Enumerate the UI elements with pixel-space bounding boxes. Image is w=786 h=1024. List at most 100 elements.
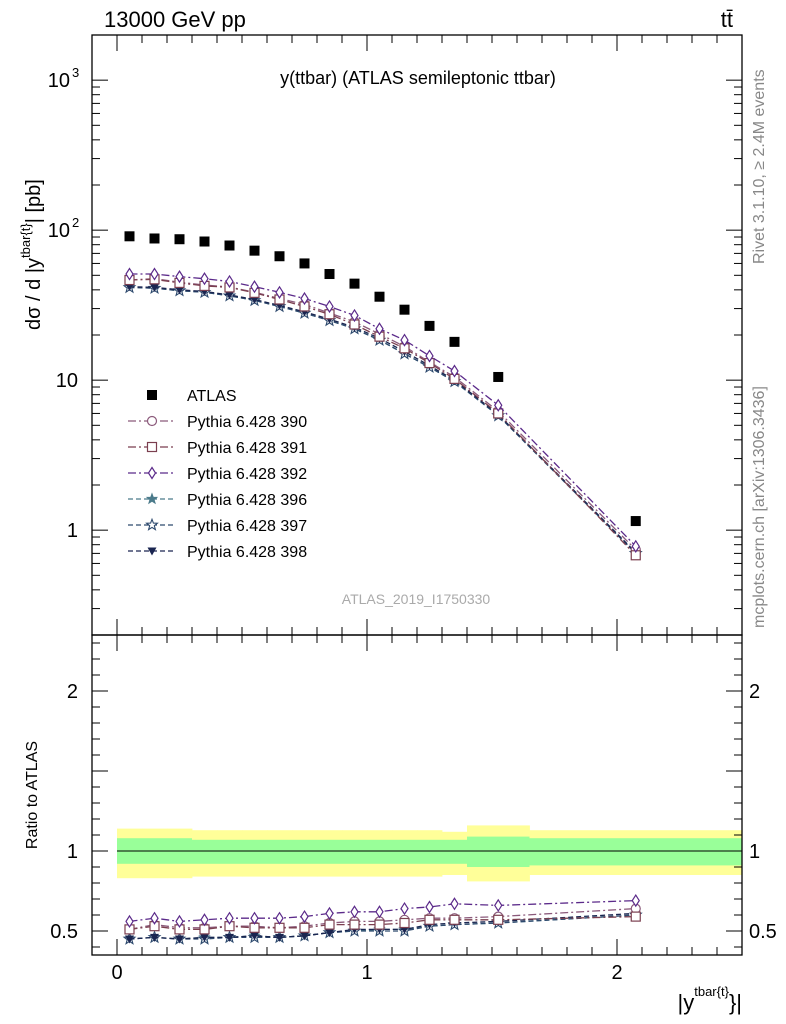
ratio-point: [374, 919, 385, 930]
ratio-line: [129, 899, 636, 923]
data-point: [225, 291, 234, 300]
band-inner: [192, 839, 218, 864]
data-point: [124, 231, 135, 242]
band-inner: [417, 839, 443, 864]
y-tick-label-exponent: 3: [72, 65, 79, 80]
legend-marker: [145, 517, 159, 531]
legend-marker: [147, 466, 157, 480]
ratio-point: [325, 929, 334, 938]
legend-marker: [147, 390, 157, 400]
ratio-line: [129, 915, 636, 931]
band-inner: [442, 839, 468, 864]
data-point: [324, 269, 335, 280]
analysis-watermark: ATLAS_2019_I1750330: [342, 591, 491, 607]
ratio-point: [250, 932, 259, 941]
band-inner: [292, 839, 318, 864]
ratio-y-tick-label: 2: [67, 681, 78, 703]
x-tick-label: 2: [611, 962, 622, 984]
legend: ATLAS Pythia 6.428 390 Pythia 6.428 391 Pyt…: [128, 388, 307, 561]
x-axis-label-tail: }|: [729, 990, 742, 1015]
data-point: [249, 245, 260, 256]
data-point: [349, 278, 360, 289]
data-point: [400, 333, 409, 347]
ratio-point: [400, 901, 409, 916]
data-point: [225, 274, 234, 289]
ratio-point: [125, 914, 134, 929]
data-point: [149, 233, 160, 244]
data-point: [150, 267, 159, 281]
band-inner: [392, 839, 418, 864]
main-plot-y-axis-label: dσ / d |ytbar{t}| [pb]: [18, 179, 45, 330]
ratio-point: [175, 914, 184, 929]
series-line: [129, 286, 637, 553]
ratio-point: [493, 914, 504, 925]
ratio-point: [200, 933, 209, 942]
y-tick-label: 10: [56, 370, 78, 392]
data-point: [350, 308, 359, 323]
band-inner: [367, 839, 393, 864]
data-point: [424, 320, 435, 331]
data-point: [250, 280, 259, 294]
ratio-point: [125, 935, 134, 944]
ratio-point: [325, 906, 334, 921]
ratio-point: [200, 913, 209, 927]
band-inner: [242, 839, 268, 864]
ratio-point: [150, 933, 159, 942]
legend-label: Pythia 6.428 397: [187, 518, 307, 535]
x-axis-label: |ytbar{t}}|: [678, 984, 742, 1015]
header-left-text: 13000 GeV pp: [104, 7, 246, 32]
data-point: [175, 270, 184, 284]
ratio-point: [350, 905, 359, 919]
legend-marker: [146, 415, 158, 427]
data-point: [274, 251, 285, 262]
y-tick-label: 1: [67, 520, 78, 542]
data-point: [175, 286, 184, 295]
main-plot-series: [122, 231, 643, 561]
ratio-y-tick-label-right: 1: [749, 841, 760, 863]
ratio-point: [399, 917, 410, 929]
ratio-point: [425, 900, 434, 914]
ratio-line: [129, 907, 636, 931]
mcplots-reference-text: mcplots.cern.ch [arXiv:1306.3436]: [751, 386, 768, 628]
legend-label: Pythia 6.428 392: [187, 466, 307, 483]
y-axis-label-main: dσ / d |y: [23, 258, 45, 330]
y-tick-label: 10: [48, 220, 70, 242]
legend-marker: [146, 441, 158, 453]
x-axis-label-main: |y: [678, 990, 695, 1015]
ratio-point: [349, 919, 360, 930]
ratio-point: [225, 933, 234, 942]
y-axis-label-tail: | [pb]: [23, 179, 45, 223]
legend-marker: [147, 547, 157, 556]
legend-entry: Pythia 6.428 390: [128, 414, 307, 431]
data-point: [275, 285, 284, 299]
ratio-point: [324, 919, 335, 930]
legend-marker: [145, 492, 159, 505]
data-point: [449, 336, 460, 347]
ratio-point: [250, 911, 259, 925]
x-axis-label-sup: tbar{t}: [694, 984, 729, 999]
data-point: [450, 364, 459, 378]
series-atlas: [124, 231, 641, 527]
ratio-series-pythia-6-428-391: [124, 911, 641, 935]
rivet-version-text: Rivet 3.1.10, ≥ 2.4M events: [751, 69, 768, 264]
band-inner: [467, 836, 530, 867]
x-tick-label: 0: [111, 962, 122, 984]
header-right-text: tt̄: [721, 7, 733, 32]
y-axis-label-sup: tbar{t}: [18, 223, 33, 258]
data-point: [630, 516, 641, 527]
ratio-point: [275, 911, 284, 925]
band-inner: [217, 839, 243, 864]
data-point: [125, 267, 134, 281]
data-point: [375, 322, 384, 336]
data-point: [325, 299, 334, 314]
ratio-series-pythia-6-428-392: [125, 893, 640, 929]
ratio-point: [375, 905, 384, 919]
ratio-point: [450, 897, 459, 911]
data-point: [125, 283, 134, 292]
ratio-plot-ticks: 0.5 0.5 1 1 2 2 0 1 2: [50, 635, 777, 984]
legend-label: Pythia 6.428 391: [187, 440, 307, 457]
ratio-y-tick-label-right: 0.5: [749, 921, 777, 943]
data-point: [631, 539, 640, 553]
ratio-y-tick-label-right: 2: [749, 681, 760, 703]
